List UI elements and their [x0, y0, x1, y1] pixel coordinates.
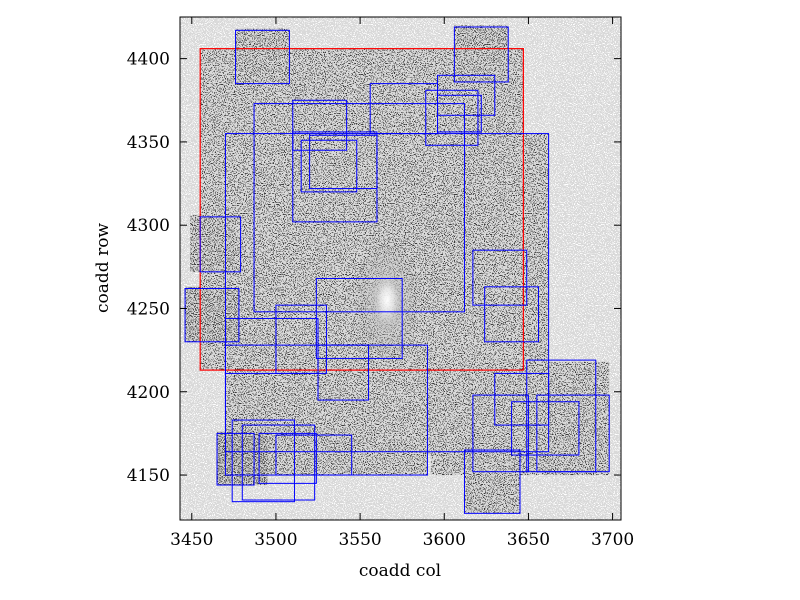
blue-box: [317, 344, 370, 401]
blue-box: [437, 74, 496, 116]
image-patch: [464, 441, 521, 514]
blue-box: [511, 401, 580, 456]
blue-box: [235, 29, 290, 85]
galaxy-glow: [353, 238, 422, 363]
blue-boxes: [184, 26, 610, 514]
blue-box: [425, 89, 479, 146]
coadd-image: [185, 25, 610, 514]
x-tick-label: 3600: [423, 530, 466, 550]
blue-box: [494, 372, 550, 426]
blue-box: [536, 394, 610, 473]
x-tick-label: 3650: [507, 530, 550, 550]
x-tick-label: 3450: [170, 530, 213, 550]
blue-box: [231, 419, 295, 503]
blue-box: [258, 432, 317, 484]
ticks: 3450 3500 3550 3600 3650 3700 4150 4200 4250 4300…: [127, 17, 634, 550]
blue-box: [484, 286, 540, 343]
x-tick-label: 3700: [591, 530, 634, 550]
image-patch: [185, 286, 239, 342]
y-tick-label: 4400: [127, 50, 170, 70]
x-axis-label: coadd col: [359, 561, 441, 581]
y-tick-label: 4250: [127, 299, 170, 319]
blue-box: [309, 134, 378, 190]
y-axis-label: coadd row: [93, 223, 113, 313]
y-tick-label: 4200: [127, 383, 170, 403]
image-patch: [454, 25, 509, 82]
blue-box: [453, 26, 509, 83]
blue-box: [199, 216, 242, 273]
blue-box: [216, 432, 255, 486]
x-tick-label: 3500: [254, 530, 297, 550]
axes-frame: [179, 16, 622, 521]
blue-box: [300, 139, 358, 193]
image-patch: [235, 28, 290, 82]
blue-box: [241, 424, 316, 501]
blue-box: [463, 449, 521, 514]
y-tick-label: 4150: [127, 466, 170, 486]
blue-box: [472, 394, 529, 473]
red-region: [199, 48, 524, 371]
galaxy-core: [369, 266, 406, 335]
y-tick-label: 4350: [127, 133, 170, 153]
x-tick-label: 3550: [338, 530, 381, 550]
image-patch: [190, 215, 236, 272]
red-region-rect: [199, 48, 524, 371]
y-tick-label: 4300: [127, 216, 170, 236]
blue-box: [292, 99, 348, 151]
blue-box: [253, 103, 465, 313]
blue-box: [472, 249, 528, 306]
blue-box: [184, 287, 240, 343]
blue-box: [275, 304, 327, 374]
blue-box: [315, 277, 403, 359]
